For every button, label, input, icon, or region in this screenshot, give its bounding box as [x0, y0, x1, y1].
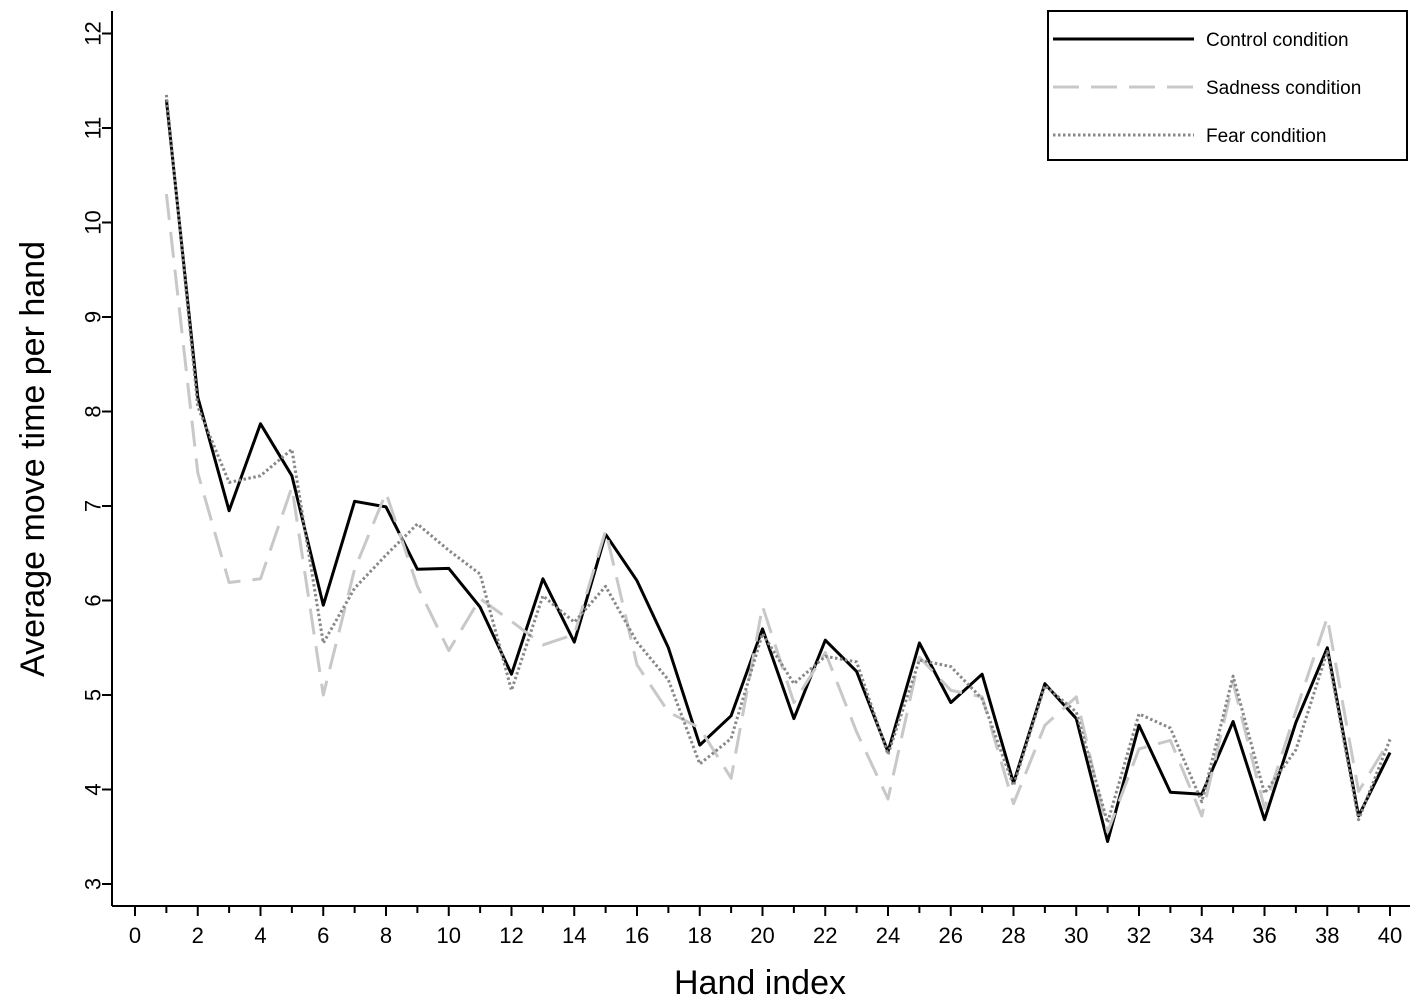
legend-label: Fear condition	[1206, 126, 1326, 147]
x-tick-label: 28	[1001, 923, 1025, 948]
x-tick-label: 6	[317, 923, 329, 948]
x-tick-label: 22	[813, 923, 837, 948]
x-tick-label: 38	[1315, 923, 1339, 948]
y-tick-label: 8	[81, 405, 106, 417]
y-tick-label: 9	[81, 311, 106, 323]
x-tick-label: 30	[1064, 923, 1088, 948]
x-axis-title: Hand index	[674, 964, 846, 1002]
x-tick-label: 2	[192, 923, 204, 948]
x-tick-label: 0	[129, 923, 141, 948]
series-line-control-condition	[164, 99, 1392, 843]
y-tick-label: 7	[81, 500, 106, 512]
x-tick-label: 32	[1127, 923, 1151, 948]
x-tick-label: 8	[380, 923, 392, 948]
y-tick-label: 12	[81, 21, 106, 45]
legend-label: Sadness condition	[1206, 78, 1361, 99]
y-tick-label: 5	[81, 689, 106, 701]
x-tick-label: 18	[688, 923, 712, 948]
x-tick-label: 26	[939, 923, 963, 948]
x-tick-label: 24	[876, 923, 900, 948]
y-axis-title: Average move time per hand	[14, 241, 52, 677]
x-tick-label: 4	[254, 923, 266, 948]
y-tick-label: 11	[81, 117, 106, 140]
legend-label: Control condition	[1206, 30, 1349, 51]
x-tick-label: 16	[625, 923, 649, 948]
y-tick-label: 4	[81, 783, 106, 795]
series-line-fear-condition	[164, 94, 1392, 825]
y-tick-label: 6	[81, 594, 106, 606]
axes	[111, 11, 1410, 907]
x-axis-ticks: 0 2 4 6 8 10 12 14 16 18 20 22 24 26 28 30 32 34 36 38 40	[129, 906, 1402, 948]
series-lines	[164, 94, 1392, 843]
x-tick-label: 10	[437, 923, 461, 948]
x-tick-label: 12	[499, 923, 523, 948]
x-tick-label: 36	[1252, 923, 1276, 948]
x-tick-label: 14	[562, 923, 586, 948]
x-tick-label: 34	[1190, 923, 1214, 948]
legend: Control condition Sadness condition Fear c…	[1047, 10, 1408, 161]
y-tick-label: 3	[81, 878, 106, 890]
y-tick-label: 10	[81, 210, 106, 234]
x-tick-label: 20	[750, 923, 774, 948]
x-tick-label: 40	[1378, 923, 1402, 948]
y-axis-ticks: 3 4 5 6 7 8 9 10 11 12	[81, 21, 112, 890]
series-line-sadness-condition	[164, 193, 1392, 834]
